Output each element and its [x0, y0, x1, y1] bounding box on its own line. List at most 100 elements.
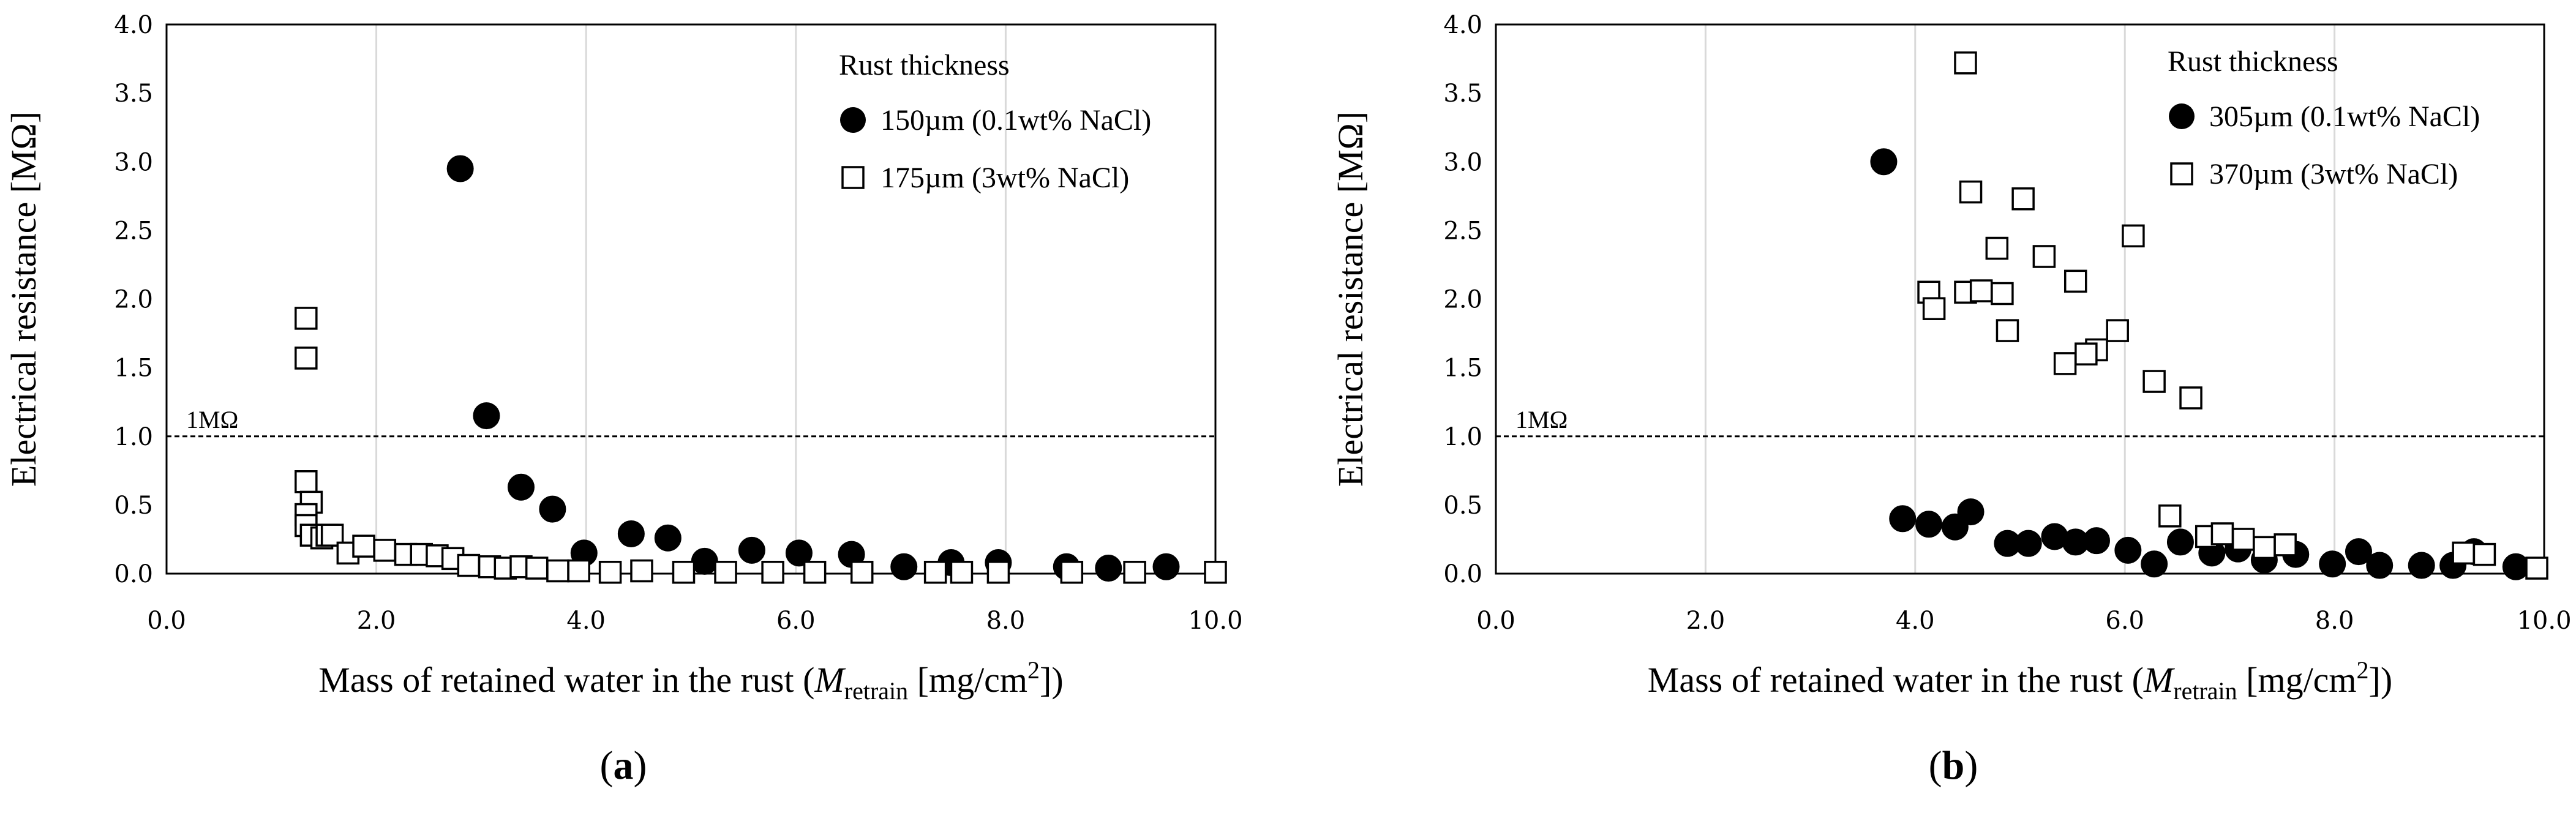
- x-axis-title-part: M: [2143, 660, 2175, 700]
- data-point-square: [373, 539, 397, 562]
- x-tick-label: 6.0: [776, 607, 816, 635]
- y-axis-title: Electrical resistance [MΩ]: [1331, 111, 1370, 487]
- data-point-square: [1954, 51, 1977, 75]
- x-tick-label: 4.0: [566, 607, 606, 635]
- series-squares: [1917, 51, 2548, 580]
- data-point-circle: [539, 495, 566, 523]
- data-point-square: [2473, 542, 2496, 566]
- y-tick-label: 2.0: [1443, 286, 1482, 314]
- panel-label-close: ): [1964, 743, 1978, 788]
- y-tick-label: 1.5: [1443, 354, 1482, 383]
- data-point-square: [2106, 319, 2129, 342]
- x-tick-label: 8.0: [986, 607, 1026, 635]
- x-axis-title: Mass of retained water in the rust (Mret…: [318, 656, 1063, 705]
- y-tick-label: 3.5: [114, 80, 153, 108]
- data-point-circle: [2408, 552, 2435, 579]
- data-point-square: [2253, 536, 2276, 560]
- data-point-circle: [1870, 148, 1898, 176]
- x-axis-title-part: Mass of retained water in the rust (: [318, 660, 814, 700]
- x-tick-label: 2.0: [357, 607, 396, 635]
- data-point-circle: [2015, 530, 2042, 557]
- legend-marker-square: [2170, 162, 2193, 185]
- data-point-circle: [2082, 527, 2110, 555]
- data-point-square: [714, 561, 737, 584]
- x-axis-title: Mass of retained water in the rust (Mret…: [1648, 656, 2392, 705]
- legend: Rust thickness 150µm (0.1wt% NaCl) 175µm (…: [839, 49, 1151, 194]
- legend-title: Rust thickness: [839, 49, 1010, 81]
- panel-label: (a): [600, 743, 647, 788]
- x-axis-title-part: ]): [2369, 660, 2393, 700]
- data-point-square: [1060, 561, 1084, 584]
- data-point-square: [1204, 561, 1227, 584]
- y-axis-title: Electrical resistance [MΩ]: [4, 111, 43, 487]
- chart-panel-b: 0.0 0.5 1.0 1.5 2.0 2.5 3.0 3.5 4.0 0.0 2.0 4.0 6.0 8…: [1331, 11, 2572, 788]
- data-point-square: [1959, 180, 1983, 204]
- y-tick-label: 0.0: [114, 560, 153, 588]
- y-tick-label: 3.5: [1443, 80, 1482, 108]
- data-point-circle: [1957, 498, 1985, 526]
- x-axis-title-part: retrain: [2173, 677, 2237, 705]
- data-point-square: [1922, 297, 1946, 320]
- data-point-circle: [2345, 538, 2372, 566]
- y-tick-label: 2.5: [114, 217, 153, 245]
- data-point-circle: [473, 402, 500, 430]
- data-point-square: [295, 347, 318, 370]
- legend-title: Rust thickness: [2168, 45, 2338, 78]
- data-point-square: [2210, 522, 2234, 545]
- plot-frame: [1495, 23, 2545, 575]
- data-point-square: [2032, 245, 2056, 268]
- x-tick-label: 2.0: [1686, 607, 1725, 635]
- y-tick-label: 1.5: [114, 354, 153, 383]
- x-tick-label: 8.0: [2315, 607, 2354, 635]
- data-point-square: [2053, 352, 2077, 375]
- data-point-square: [2274, 533, 2297, 556]
- panel-label-open: (: [1929, 743, 1942, 788]
- x-axis-title-part: ]): [1040, 660, 1064, 700]
- chart-panel-a: 0.0 0.5 1.0 1.5 2.0 2.5 3.0 3.5 4.0 0.0 2.0 4.0 6.0 8…: [4, 11, 1243, 788]
- legend-label: 150µm (0.1wt% NaCl): [881, 104, 1151, 137]
- x-tick-label: 10.0: [2517, 607, 2571, 635]
- reference-line-label: 1MΩ: [1515, 406, 1568, 433]
- x-axis-title-part: 2: [2357, 656, 2369, 684]
- data-point-circle: [507, 473, 535, 501]
- data-point-square: [672, 561, 696, 584]
- data-point-circle: [2141, 550, 2168, 578]
- legend-marker-circle: [2169, 103, 2195, 129]
- data-point-circle: [654, 524, 682, 552]
- y-tick-label: 0.5: [114, 492, 153, 520]
- data-point-square: [1985, 236, 2009, 260]
- data-point-square: [1991, 282, 2014, 305]
- legend-label: 370µm (3wt% NaCl): [2209, 158, 2458, 190]
- data-point-square: [630, 559, 653, 583]
- data-point-circle: [1095, 555, 1122, 582]
- data-point-circle: [2366, 552, 2394, 579]
- data-point-square: [850, 561, 874, 584]
- data-point-square: [761, 561, 784, 584]
- data-point-square: [950, 561, 974, 584]
- x-axis-title-part: M: [814, 660, 846, 700]
- data-point-square: [923, 561, 947, 584]
- data-point-circle: [617, 520, 645, 547]
- data-point-square: [457, 553, 481, 577]
- data-point-square: [2452, 541, 2475, 565]
- data-point-square: [2011, 187, 2035, 211]
- data-point-square: [2158, 504, 2182, 528]
- reference-line-label: 1MΩ: [186, 406, 238, 433]
- series-squares: [295, 307, 1227, 584]
- series-circles: [446, 155, 1180, 582]
- data-point-square: [295, 307, 318, 330]
- data-point-circle: [890, 553, 918, 580]
- data-point-circle: [446, 155, 474, 182]
- panel-label-letter: a: [614, 743, 634, 788]
- x-tick-label: 0.0: [1476, 607, 1515, 635]
- legend-label: 305µm (0.1wt% NaCl): [2209, 100, 2480, 133]
- data-point-circle: [738, 536, 765, 564]
- data-point-square: [1123, 561, 1146, 584]
- y-tick-label: 0.5: [1443, 492, 1482, 520]
- y-tick-label: 0.0: [1443, 560, 1482, 588]
- data-point-circle: [1915, 511, 1943, 538]
- y-tick-label: 1.0: [114, 423, 153, 451]
- data-point-square: [352, 534, 375, 558]
